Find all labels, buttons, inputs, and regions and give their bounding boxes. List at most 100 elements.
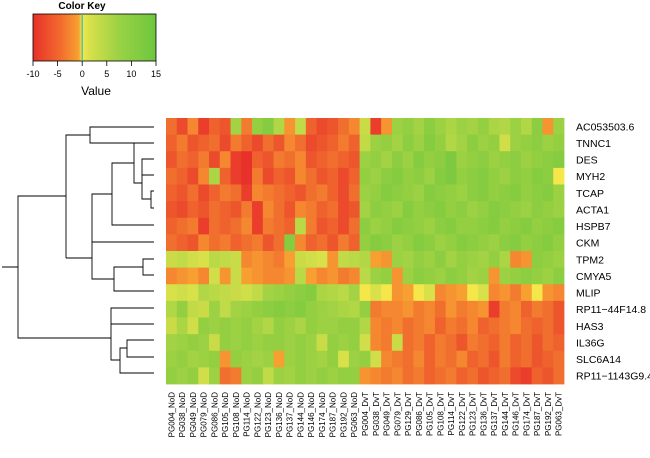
row-label: MLIP: [576, 288, 601, 300]
color-key-tick-label: 15: [151, 69, 161, 79]
heatmap-cell: [531, 300, 543, 318]
heatmap-cell: [176, 134, 188, 152]
heatmap-cell: [499, 201, 511, 219]
heatmap-cell: [531, 167, 543, 185]
heatmap-cell: [510, 267, 522, 285]
heatmap-cell: [327, 317, 339, 335]
heatmap-cell: [262, 201, 274, 219]
heatmap-cell: [553, 151, 565, 169]
color-key-xlabel: Value: [81, 84, 111, 98]
heatmap-cell: [391, 118, 404, 136]
heatmap-cell: [262, 151, 274, 169]
color-key-tick-label: -10: [26, 69, 39, 79]
column-label: PG144_DvT: [501, 392, 510, 436]
heatmap-cell: [402, 201, 414, 219]
heatmap-cell: [456, 300, 468, 318]
heatmap-cell: [295, 251, 307, 269]
heatmap-cell: [553, 284, 565, 302]
heatmap-cell: [467, 350, 479, 368]
heatmap-cell: [467, 151, 479, 169]
heatmap-cell: [305, 284, 317, 302]
heatmap-cell: [553, 167, 565, 185]
heatmap-cell: [488, 134, 500, 152]
heatmap-cell: [359, 134, 371, 152]
heatmap-cell: [520, 201, 533, 219]
heatmap-cell: [187, 234, 199, 252]
heatmap-cell: [176, 334, 188, 352]
heatmap-cell: [477, 317, 490, 335]
heatmap-cell: [176, 167, 188, 185]
heatmap-cell: [488, 350, 500, 368]
heatmap-cell: [477, 234, 490, 252]
heatmap-cell: [467, 167, 479, 185]
heatmap-cell: [520, 151, 533, 169]
heatmap-cell: [327, 118, 339, 136]
row-label: RP11−1143G9.4: [576, 371, 650, 383]
heatmap-cell: [510, 350, 522, 368]
heatmap-cell: [381, 201, 393, 219]
heatmap-cell: [402, 184, 414, 202]
heatmap-cell: [176, 118, 188, 136]
heatmap-cell: [209, 251, 221, 269]
heatmap-cell: [348, 267, 361, 285]
heatmap-cell: [402, 251, 414, 269]
heatmap-cell: [553, 267, 565, 285]
heatmap-cell: [402, 350, 414, 368]
heatmap-cell: [531, 201, 543, 219]
heatmap-cell: [520, 217, 533, 235]
heatmap-cell: [252, 151, 264, 169]
heatmap-cell: [348, 167, 361, 185]
heatmap-cell: [424, 350, 436, 368]
heatmap-cell: [542, 367, 554, 385]
heatmap-cell: [542, 184, 554, 202]
heatmap-cell: [359, 334, 371, 352]
heatmap-cell: [241, 251, 253, 269]
heatmap-cell: [295, 284, 307, 302]
heatmap-cell: [338, 184, 350, 202]
heatmap-cell: [316, 334, 328, 352]
column-label: PG063_DvT: [555, 392, 564, 436]
heatmap-cell: [434, 118, 447, 136]
heatmap-cell: [434, 184, 447, 202]
column-label: PG192_DvT: [544, 392, 553, 436]
heatmap-cells: [166, 118, 565, 385]
heatmap-cell: [230, 184, 242, 202]
heatmap-cell: [198, 151, 210, 169]
heatmap-cell: [370, 134, 382, 152]
heatmap-cell: [166, 134, 178, 152]
heatmap-cell: [445, 367, 457, 385]
heatmap-cell: [316, 167, 328, 185]
heatmap-cell: [370, 167, 382, 185]
heatmap-cell: [510, 151, 522, 169]
heatmap-cell: [456, 234, 468, 252]
heatmap-cell: [359, 300, 371, 318]
heatmap-cell: [520, 317, 533, 335]
heatmap-cell: [531, 118, 543, 136]
heatmap-cell: [445, 251, 457, 269]
heatmap-cell: [219, 118, 231, 136]
heatmap-cell: [499, 217, 511, 235]
column-label: PG079_DvT: [393, 392, 402, 436]
heatmap-cell: [252, 284, 264, 302]
row-label: SLC6A14: [576, 354, 621, 366]
heatmap-cell: [198, 300, 210, 318]
heatmap-cell: [252, 251, 264, 269]
heatmap-cell: [284, 151, 296, 169]
heatmap-cell: [316, 251, 328, 269]
column-label: PG136_NoD: [275, 392, 284, 438]
heatmap-cell: [381, 151, 393, 169]
heatmap-cell: [198, 317, 210, 335]
heatmap-cell: [166, 151, 178, 169]
heatmap-cell: [510, 367, 522, 385]
heatmap-cell: [402, 118, 414, 136]
column-label: PG144_NoD: [296, 392, 305, 438]
heatmap-cell: [187, 251, 199, 269]
heatmap-cell: [187, 184, 199, 202]
heatmap-cell: [553, 234, 565, 252]
heatmap-cell: [273, 167, 285, 185]
column-label: PG079_NoD: [200, 392, 209, 438]
heatmap-cell: [477, 134, 490, 152]
heatmap-cell: [284, 267, 296, 285]
color-key-title: Color Key: [58, 1, 106, 12]
